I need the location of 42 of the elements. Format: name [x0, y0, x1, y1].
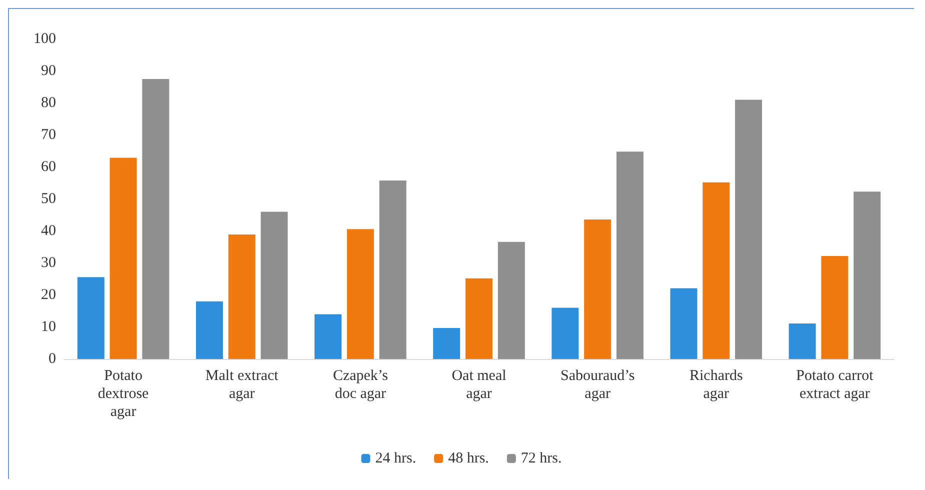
bar — [552, 308, 579, 359]
y-tick-label: 70 — [41, 127, 56, 143]
x-tick-label: Potato dextrose agar — [98, 368, 150, 420]
legend-label: 48 hrs. — [448, 450, 489, 466]
x-tick-label: Potato carrot extract agar — [796, 368, 874, 402]
x-tick-label: Richards agar — [689, 368, 743, 402]
legend-label: 72 hrs. — [520, 450, 562, 466]
x-tick-label: Malt extract agar — [205, 368, 280, 402]
bar — [228, 234, 256, 359]
x-tick-label: Oat meal agar — [452, 368, 506, 402]
y-tick-label: 40 — [41, 223, 56, 239]
bar — [466, 278, 492, 359]
y-tick-label: 50 — [41, 191, 56, 207]
bar — [110, 158, 137, 359]
bar — [854, 192, 881, 359]
bar — [498, 242, 525, 359]
bar — [616, 152, 644, 359]
x-tick-label: Czapek’s doc agar — [332, 368, 388, 402]
y-tick-label: 90 — [41, 63, 56, 79]
legend-label: 24 hrs. — [375, 450, 416, 466]
bar — [584, 219, 612, 359]
x-tick-label: Sabouraud’s agar — [560, 368, 635, 402]
bar — [196, 301, 223, 359]
y-tick-label: 80 — [41, 95, 56, 111]
bar — [314, 314, 342, 359]
y-tick-label: 30 — [41, 255, 56, 271]
y-tick-label: 20 — [41, 287, 56, 303]
bar — [735, 100, 762, 359]
bar — [260, 212, 288, 359]
bar — [670, 288, 698, 359]
bar — [346, 229, 374, 359]
bar — [433, 328, 460, 359]
bar — [788, 323, 816, 359]
y-tick-label: 60 — [41, 159, 56, 175]
bar — [379, 180, 406, 359]
bar — [77, 277, 104, 359]
y-tick-label: 10 — [41, 319, 56, 335]
bar — [702, 182, 730, 359]
bar — [821, 256, 848, 359]
bar — [142, 79, 170, 359]
y-tick-label: 0 — [48, 351, 56, 367]
y-tick-label: 100 — [34, 31, 56, 47]
